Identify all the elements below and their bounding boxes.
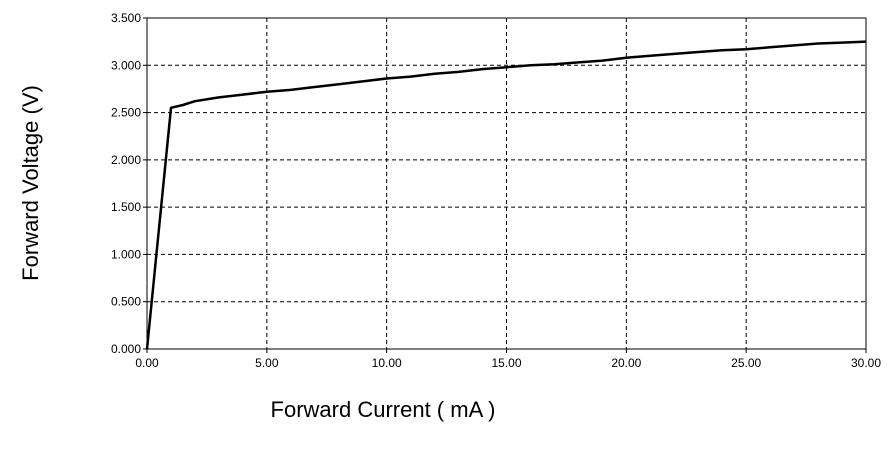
x-tick-label: 20.00	[611, 356, 641, 370]
x-tick-label: 10.00	[372, 356, 402, 370]
y-axis-title: Forward Voltage (V)	[18, 85, 43, 281]
series-layer	[145, 40, 867, 350]
y-tick-label: 0.500	[111, 295, 141, 309]
series-line	[145, 40, 867, 350]
x-tick-label: 0.00	[135, 356, 159, 370]
x-tick-label: 30.00	[851, 356, 881, 370]
y-tick-label: 0.000	[111, 342, 141, 356]
grid-layer	[147, 18, 866, 349]
y-tick-label: 3.000	[111, 58, 141, 72]
x-axis-title: Forward Current ( mA )	[271, 397, 496, 422]
y-tick-label: 1.500	[111, 200, 141, 214]
y-tick-label: 2.000	[111, 153, 141, 167]
y-tick-label: 2.500	[111, 106, 141, 120]
x-tick-label: 5.00	[255, 356, 279, 370]
x-tick-label: 25.00	[731, 356, 761, 370]
x-tick-label: 15.00	[491, 356, 521, 370]
ticks-layer: 0.00 5.00 10.00 15.00 20.00 25.00 30.00 0.000 0.…	[111, 11, 881, 370]
y-tick-label: 3.500	[111, 11, 141, 25]
y-tick-label: 1.000	[111, 247, 141, 261]
plot-frame	[146, 17, 867, 350]
